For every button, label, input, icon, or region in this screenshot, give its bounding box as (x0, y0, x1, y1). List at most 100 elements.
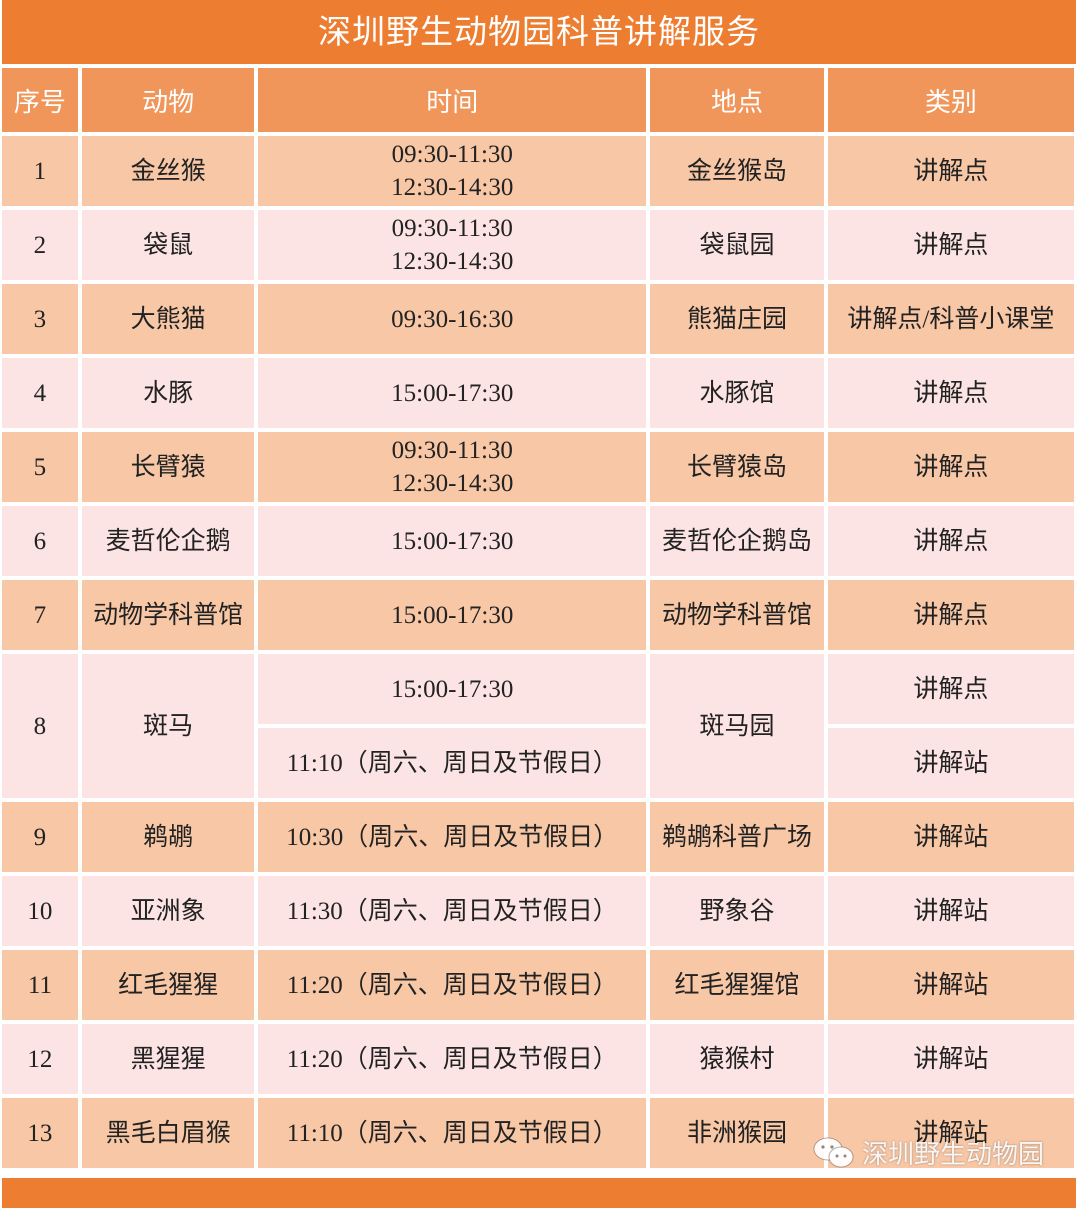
cell-animal: 麦哲伦企鹅 (81, 506, 255, 576)
cell-animal: 黑猩猩 (81, 1024, 255, 1094)
cell-no: 9 (2, 802, 78, 872)
time-slot: 11:20（周六、周日及节假日） (286, 1045, 618, 1073)
cell-animal: 金丝猴 (81, 136, 255, 206)
watermark-text: 深圳野生动物园 (862, 1139, 1045, 1169)
cell-place: 红毛猩猩馆 (650, 950, 824, 1020)
cell-place: 袋鼠园 (650, 210, 824, 280)
page-title: 深圳野生动物园科普讲解服务 (2, 0, 1076, 64)
table-row: 4 水豚 15:00-17:30 水豚馆 讲解点 (2, 358, 1074, 428)
time-slot: 09:30-11:30 (391, 141, 513, 168)
cell-type: 讲解站 (827, 1024, 1074, 1094)
time-slot: 11:10（周六、周日及节假日） (286, 1119, 618, 1147)
cell-animal: 水豚 (81, 358, 255, 428)
cell-no: 8 (2, 654, 78, 798)
cell-type: 讲解点 (827, 432, 1074, 502)
time-slot: 09:30-16:30 (391, 305, 514, 333)
time-slot: 09:30-11:30 (391, 437, 513, 464)
cell-type: 讲解站 (827, 876, 1074, 946)
cell-type: 讲解站 (827, 802, 1074, 872)
header-type: 类别 (827, 68, 1074, 132)
cell-animal: 斑马 (81, 654, 255, 798)
cell-type: 讲解点 (827, 210, 1074, 280)
cell-place: 麦哲伦企鹅岛 (650, 506, 824, 576)
cell-no: 11 (2, 950, 78, 1020)
cell-type: 讲解站 (827, 1098, 1074, 1168)
table-row: 12 黑猩猩 11:20（周六、周日及节假日） 猿猴村 讲解站 (2, 1024, 1074, 1094)
cell-no: 13 (2, 1098, 78, 1168)
header-place: 地点 (650, 68, 824, 132)
cell-animal: 袋鼠 (81, 210, 255, 280)
cell-animal: 大熊猫 (81, 284, 255, 354)
cell-no: 10 (2, 876, 78, 946)
cell-time: 15:00-17:30 (258, 506, 647, 576)
cell-place: 鹈鹕科普广场 (650, 802, 824, 872)
cell-no: 6 (2, 506, 78, 576)
cell-type: 讲解点 (827, 506, 1074, 576)
table-row: 9 鹈鹕 10:30（周六、周日及节假日） 鹈鹕科普广场 讲解站 (2, 802, 1074, 872)
cell-time: 15:00-17:30 (258, 358, 647, 428)
cell-animal: 亚洲象 (81, 876, 255, 946)
time-slot: 12:30-14:30 (391, 174, 514, 201)
cell-no: 3 (2, 284, 78, 354)
cell-no: 7 (2, 580, 78, 650)
time-slot: 09:30-11:30 (391, 215, 513, 242)
table-row: 1 金丝猴 09:30-11:30 12:30-14:30 金丝猴岛 讲解点 (2, 136, 1074, 206)
cell-animal: 鹈鹕 (81, 802, 255, 872)
cell-no: 2 (2, 210, 78, 280)
cell-no: 1 (2, 136, 78, 206)
cell-place: 动物学科普馆 (650, 580, 824, 650)
header-row: 序号 动物 时间 地点 类别 (2, 68, 1074, 132)
wechat-icon (813, 1137, 854, 1167)
cell-time: 15:00-17:30 (258, 654, 647, 724)
header-animal: 动物 (81, 68, 255, 132)
cell-type: 讲解点 (827, 654, 1074, 724)
table-row: 6 麦哲伦企鹅 15:00-17:30 麦哲伦企鹅岛 讲解点 (2, 506, 1074, 576)
table-row: 10 亚洲象 11:30（周六、周日及节假日） 野象谷 讲解站 (2, 876, 1074, 946)
table-row: 7 动物学科普馆 15:00-17:30 动物学科普馆 讲解点 (2, 580, 1074, 650)
watermark: 深圳野生动物园 (812, 1134, 1044, 1171)
cell-time: 11:20（周六、周日及节假日） (258, 950, 647, 1020)
cell-time: 11:30（周六、周日及节假日） (258, 876, 647, 946)
cell-place: 金丝猴岛 (650, 136, 824, 206)
cell-animal: 动物学科普馆 (81, 580, 255, 650)
table-row: 5 长臂猿 09:30-11:30 12:30-14:30 长臂猿岛 讲解点 (2, 432, 1074, 502)
cell-animal: 长臂猿 (81, 432, 255, 502)
cell-time: 09:30-11:30 12:30-14:30 (258, 432, 647, 502)
time-slot: 11:30（周六、周日及节假日） (286, 897, 618, 925)
cell-no: 12 (2, 1024, 78, 1094)
cell-place: 非洲猴园 (650, 1098, 824, 1168)
time-slot: 12:30-14:30 (391, 248, 514, 275)
cell-place: 长臂猿岛 (650, 432, 824, 502)
table-row: 2 袋鼠 09:30-11:30 12:30-14:30 袋鼠园 讲解点 (2, 210, 1074, 280)
time-slot: 15:00-17:30 (391, 527, 514, 555)
time-slot: 11:20（周六、周日及节假日） (286, 971, 618, 999)
cell-time: 11:20（周六、周日及节假日） (258, 1024, 647, 1094)
time-slot: 15:00-17:30 (391, 601, 514, 629)
header-time: 时间 (258, 68, 647, 132)
footer-bar (2, 1178, 1076, 1208)
cell-type: 讲解点 (827, 358, 1074, 428)
cell-time: 09:30-11:30 12:30-14:30 (258, 136, 647, 206)
time-slot: 12:30-14:30 (391, 470, 514, 497)
table-row: 11:10（周六、周日及节假日） 讲解站 (2, 728, 1074, 798)
cell-time: 09:30-16:30 (258, 284, 647, 354)
cell-time: 11:10（周六、周日及节假日） (258, 1098, 647, 1168)
cell-place: 水豚馆 (650, 358, 824, 428)
time-slot: 15:00-17:30 (391, 379, 514, 407)
table-row: 8 斑马 15:00-17:30 斑马园 讲解点 (2, 654, 1074, 798)
cell-type: 讲解点 (827, 136, 1074, 206)
header-no: 序号 (2, 68, 78, 132)
table-row: 13 黑毛白眉猴 11:10（周六、周日及节假日） 非洲猴园 讲解站 (2, 1098, 1074, 1168)
cell-type: 讲解点/科普小课堂 (827, 284, 1074, 354)
cell-animal: 红毛猩猩 (81, 950, 255, 1020)
cell-type: 讲解站 (827, 950, 1074, 1020)
table-row: 11 红毛猩猩 11:20（周六、周日及节假日） 红毛猩猩馆 讲解站 (2, 950, 1074, 1020)
cell-time: 09:30-11:30 12:30-14:30 (258, 210, 647, 280)
time-slot: 10:30（周六、周日及节假日） (286, 823, 619, 851)
cell-animal: 黑毛白眉猴 (81, 1098, 255, 1168)
cell-place: 熊猫庄园 (650, 284, 824, 354)
cell-place: 斑马园 (650, 654, 824, 798)
cell-place: 野象谷 (650, 876, 824, 946)
table-row: 3 大熊猫 09:30-16:30 熊猫庄园 讲解点/科普小课堂 (2, 284, 1074, 354)
cell-no: 5 (2, 432, 78, 502)
